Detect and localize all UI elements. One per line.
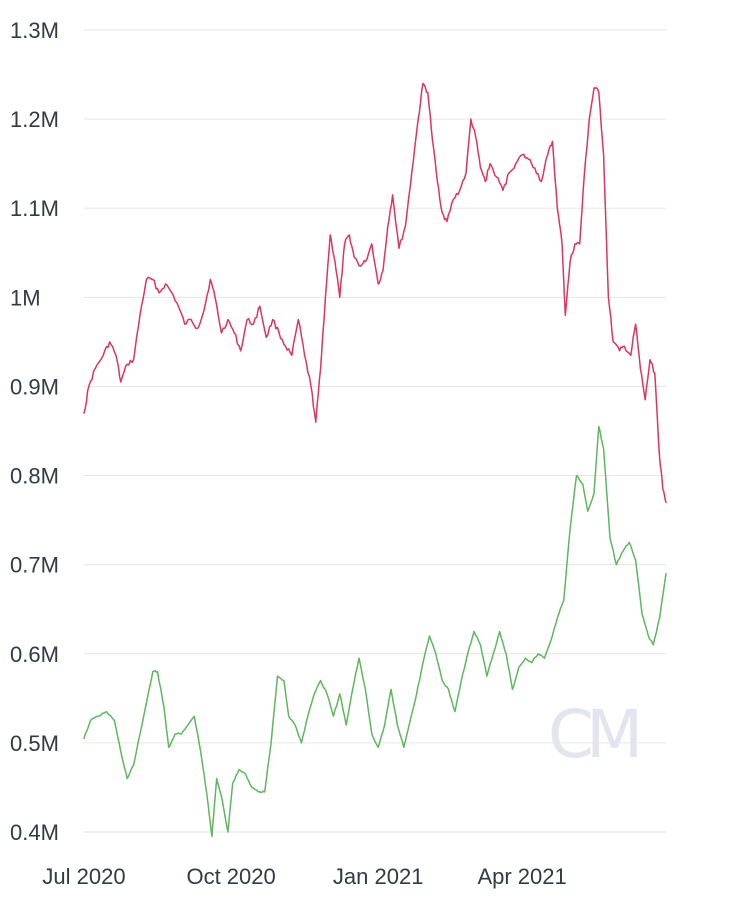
- watermark-logo: CM: [548, 696, 637, 773]
- series-line-red: [83, 82, 667, 504]
- series-group: [83, 82, 667, 838]
- x-axis: Jul 2020 Oct 2020 Jan 2021 Apr 2021: [42, 864, 566, 889]
- y-tick-label: 1M: [10, 285, 41, 310]
- y-tick-label: 0.8M: [10, 464, 59, 489]
- y-tick-label: 0.6M: [10, 642, 59, 667]
- y-tick-label: 1.2M: [10, 107, 59, 132]
- y-tick-label: 0.4M: [10, 820, 59, 845]
- x-tick-label: Jan 2021: [333, 864, 424, 889]
- y-tick-label: 1.1M: [10, 196, 59, 221]
- x-tick-label: Oct 2020: [186, 864, 275, 889]
- y-axis: 0.4M 0.5M 0.6M 0.7M 0.8M 0.9M 1M 1.1M 1.2M 1.3M: [10, 18, 59, 845]
- y-tick-label: 1.3M: [10, 18, 59, 43]
- y-tick-label: 0.5M: [10, 731, 59, 756]
- grid-lines: [84, 29, 666, 833]
- y-tick-label: 0.7M: [10, 553, 59, 578]
- series-line-green: [83, 425, 667, 838]
- x-tick-label: Apr 2021: [477, 864, 566, 889]
- y-tick-label: 0.9M: [10, 374, 59, 399]
- x-tick-label: Jul 2020: [42, 864, 125, 889]
